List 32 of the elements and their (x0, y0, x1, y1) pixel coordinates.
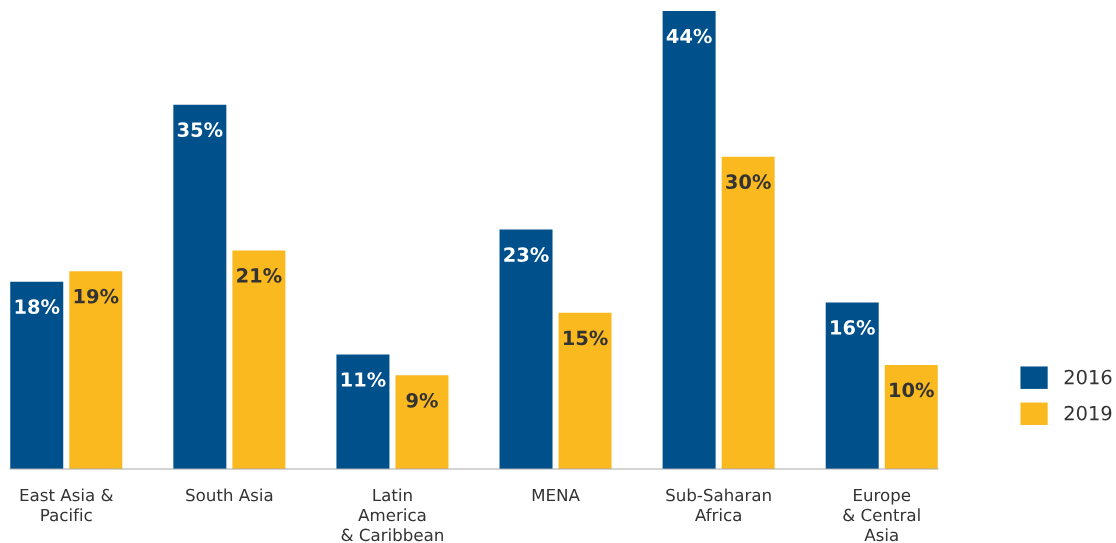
bar (173, 104, 227, 469)
bar (10, 281, 64, 469)
bar (884, 364, 938, 469)
data-label: 11% (341, 372, 386, 387)
legend-label: 2016 (1064, 369, 1112, 385)
data-label: 35% (177, 122, 223, 138)
legend-label: 2019 (1064, 405, 1112, 421)
data-label: 15% (563, 330, 608, 346)
bar (558, 312, 612, 469)
x-tick-label: East Asia & Pacific (20, 488, 113, 522)
data-label: 16% (831, 320, 875, 335)
data-label: 44% (666, 28, 712, 44)
bar (499, 229, 553, 469)
data-label: 9% (406, 392, 438, 408)
x-tick-label: Europe & Central Asia (843, 488, 920, 542)
bar (395, 375, 449, 469)
bar (662, 11, 716, 469)
bar (232, 250, 286, 469)
x-tick-label: Latin America & Caribbean (341, 488, 443, 542)
data-label: 30% (726, 174, 771, 190)
data-label: 21% (237, 268, 282, 283)
bar (336, 354, 390, 469)
data-label: 10% (890, 382, 934, 398)
data-label: 23% (504, 247, 549, 262)
bar (825, 302, 879, 469)
bar (69, 271, 123, 469)
x-tick-label: Sub-Saharan Africa (666, 488, 771, 522)
bar (721, 156, 775, 469)
data-label: 18% (15, 299, 60, 314)
x-tick-label: South Asia (186, 488, 273, 502)
x-tick-label: MENA (532, 488, 580, 502)
data-label: 19% (74, 288, 119, 304)
